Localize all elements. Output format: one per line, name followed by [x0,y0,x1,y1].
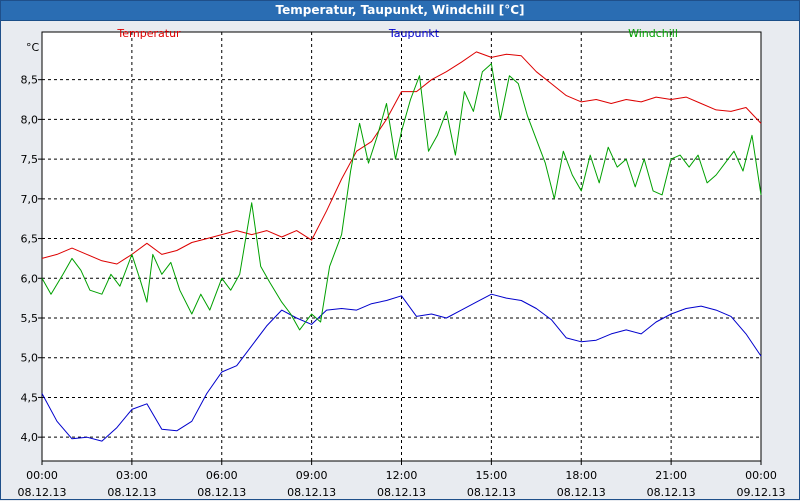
y-tick-label: 8,5 [21,74,39,87]
x-tick-label-time: 03:00 [116,469,148,482]
y-tick-label: 6,5 [21,233,39,246]
x-tick-label-time: 18:00 [565,469,597,482]
x-tick-label-date: 08.12.13 [197,486,246,499]
y-tick-label: 4,5 [21,391,39,404]
legend-label-taupunkt: Taupunkt [388,27,440,40]
legend-label-temperatur: Temperatur [116,27,181,40]
legend-label-windchill: Windchill [628,27,678,40]
x-tick-label-date: 08.12.13 [647,486,696,499]
x-tick-label-date: 08.12.13 [18,486,67,499]
y-tick-label: 5,5 [21,312,39,325]
x-tick-label-time: 00:00 [745,469,777,482]
x-tick-label-date: 08.12.13 [557,486,606,499]
y-tick-label: 7,0 [21,193,39,206]
y-tick-label: 6,0 [21,272,39,285]
x-tick-label-time: 00:00 [26,469,58,482]
y-tick-label: 7,5 [21,153,39,166]
x-tick-label-date: 08.12.13 [107,486,156,499]
x-tick-label-time: 09:00 [296,469,328,482]
x-tick-label-date: 08.12.13 [377,486,426,499]
series-line-taupunkt [41,293,762,442]
y-axis-label: °C [26,41,40,54]
x-tick-label-time: 12:00 [386,469,418,482]
x-tick-label-date: 09.12.13 [737,486,786,499]
y-tick-label: 4,0 [21,431,39,444]
plot-area [42,32,761,461]
x-tick-label-date: 08.12.13 [467,486,516,499]
series-line-temperatur [41,51,762,265]
plot-border [41,31,762,462]
x-tick-label-time: 06:00 [206,469,238,482]
y-tick-label: 5,0 [21,352,39,365]
series-line-windchill [41,63,762,331]
x-tick-label-time: 21:00 [655,469,687,482]
y-tick-label: 8,0 [21,113,39,126]
window-title: Temperatur, Taupunkt, Windchill [°C] [1,1,799,21]
x-tick-label-date: 08.12.13 [287,486,336,499]
x-tick-label-time: 15:00 [476,469,508,482]
